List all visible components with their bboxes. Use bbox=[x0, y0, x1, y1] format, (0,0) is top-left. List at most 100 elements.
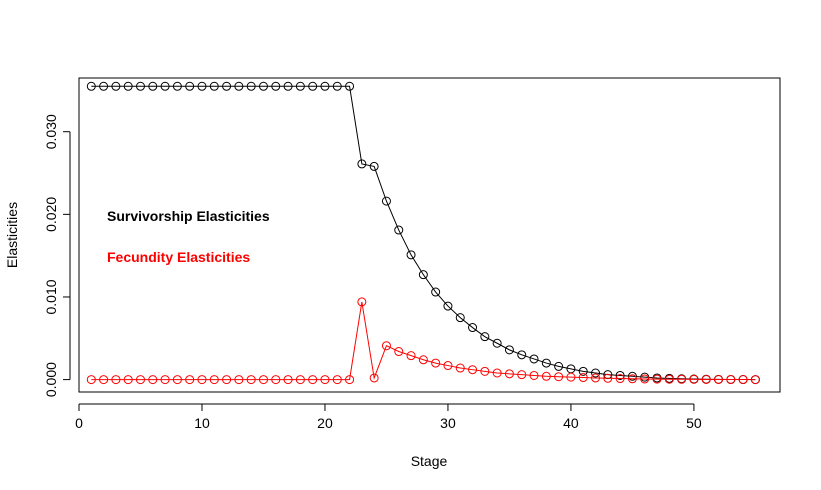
series-0-point bbox=[295, 81, 305, 91]
series-1-point bbox=[197, 375, 207, 385]
series-0-point bbox=[406, 250, 416, 260]
series-0-point bbox=[308, 81, 318, 91]
series-0-point bbox=[172, 81, 182, 91]
series-0-point bbox=[517, 350, 527, 360]
x-tick-label: 10 bbox=[194, 415, 210, 431]
series-1-point bbox=[418, 355, 428, 365]
x-tick-label: 40 bbox=[563, 415, 579, 431]
series-0-point bbox=[111, 81, 121, 91]
series-0-point bbox=[185, 81, 195, 91]
annotation-fecundity: Fecundity Elasticities bbox=[107, 249, 250, 265]
series-layer bbox=[86, 81, 760, 385]
series-1-point bbox=[689, 374, 699, 384]
series-1-point bbox=[135, 375, 145, 385]
y-tick-label: 0.000 bbox=[43, 362, 59, 397]
series-1-point bbox=[86, 375, 96, 385]
series-1-point bbox=[664, 374, 674, 384]
series-0-point bbox=[443, 301, 453, 311]
series-1-point bbox=[578, 373, 588, 383]
series-0-point bbox=[504, 345, 514, 355]
series-1-point bbox=[209, 375, 219, 385]
series-0-point bbox=[246, 81, 256, 91]
series-1-point bbox=[357, 297, 367, 307]
series-1-point bbox=[123, 375, 133, 385]
series-0-point bbox=[541, 358, 551, 368]
series-1-point bbox=[566, 372, 576, 382]
series-1-point bbox=[246, 375, 256, 385]
series-1-point bbox=[603, 373, 613, 383]
series-0-point bbox=[529, 354, 539, 364]
series-1-point bbox=[222, 375, 232, 385]
series-1-point bbox=[480, 366, 490, 376]
series-1-point bbox=[627, 374, 637, 384]
series-1-point bbox=[394, 347, 404, 357]
y-tick-label: 0.010 bbox=[43, 279, 59, 314]
series-0-point bbox=[123, 81, 133, 91]
series-1-point bbox=[332, 375, 342, 385]
series-0-point bbox=[615, 370, 625, 380]
x-tick-label: 20 bbox=[317, 415, 333, 431]
series-0-point bbox=[431, 287, 441, 297]
series-1-point bbox=[258, 375, 268, 385]
series-0-point bbox=[369, 161, 379, 171]
series-0-point bbox=[480, 332, 490, 342]
series-0-point bbox=[283, 81, 293, 91]
series-0-point bbox=[394, 225, 404, 235]
series-1-point bbox=[517, 370, 527, 380]
series-0-point bbox=[135, 81, 145, 91]
series-1-point bbox=[185, 375, 195, 385]
series-0-point bbox=[271, 81, 281, 91]
series-1-point bbox=[738, 375, 748, 385]
series-0-point bbox=[332, 81, 342, 91]
series-0-point bbox=[160, 81, 170, 91]
series-1-point bbox=[615, 374, 625, 384]
series-0-point bbox=[320, 81, 330, 91]
series-1-point bbox=[369, 373, 379, 383]
series-0-point bbox=[357, 159, 367, 169]
series-1-point bbox=[295, 375, 305, 385]
series-1-point bbox=[677, 374, 687, 384]
series-1-point bbox=[271, 375, 281, 385]
series-1-point bbox=[455, 363, 465, 373]
series-0-point bbox=[258, 81, 268, 91]
series-0-point bbox=[86, 81, 96, 91]
series-1-point bbox=[701, 374, 711, 384]
series-1-point bbox=[443, 361, 453, 371]
series-1-point bbox=[111, 375, 121, 385]
x-tick-label: 0 bbox=[75, 415, 83, 431]
series-1-point bbox=[504, 369, 514, 379]
series-1-point bbox=[652, 374, 662, 384]
series-0-point bbox=[222, 81, 232, 91]
series-0-point bbox=[99, 81, 109, 91]
series-0-point bbox=[554, 361, 564, 371]
series-1-point bbox=[345, 375, 355, 385]
series-1-point bbox=[99, 375, 109, 385]
series-line-0 bbox=[91, 85, 756, 381]
series-0-point bbox=[492, 338, 502, 348]
series-0-point bbox=[468, 323, 478, 333]
series-0-point bbox=[209, 81, 219, 91]
series-1-point bbox=[750, 375, 760, 385]
series-1-point bbox=[726, 375, 736, 385]
y-tick-label: 0.020 bbox=[43, 197, 59, 232]
series-line-1 bbox=[91, 301, 756, 381]
series-0-point bbox=[578, 366, 588, 376]
x-axis-label: Stage bbox=[411, 453, 448, 469]
series-1-point bbox=[541, 371, 551, 381]
series-0-point bbox=[455, 313, 465, 323]
series-0-point bbox=[627, 371, 637, 381]
series-1-point bbox=[283, 375, 293, 385]
y-axis-label: Elasticities bbox=[4, 202, 20, 268]
series-1-point bbox=[640, 374, 650, 384]
series-1-point bbox=[406, 351, 416, 361]
series-0-point bbox=[197, 81, 207, 91]
series-1-point bbox=[529, 370, 539, 380]
series-1-point bbox=[381, 341, 391, 351]
series-0-point bbox=[591, 368, 601, 378]
series-1-point bbox=[172, 375, 182, 385]
series-1-point bbox=[148, 375, 158, 385]
series-0-point bbox=[381, 196, 391, 206]
series-1-point bbox=[234, 375, 244, 385]
series-0-point bbox=[418, 270, 428, 280]
